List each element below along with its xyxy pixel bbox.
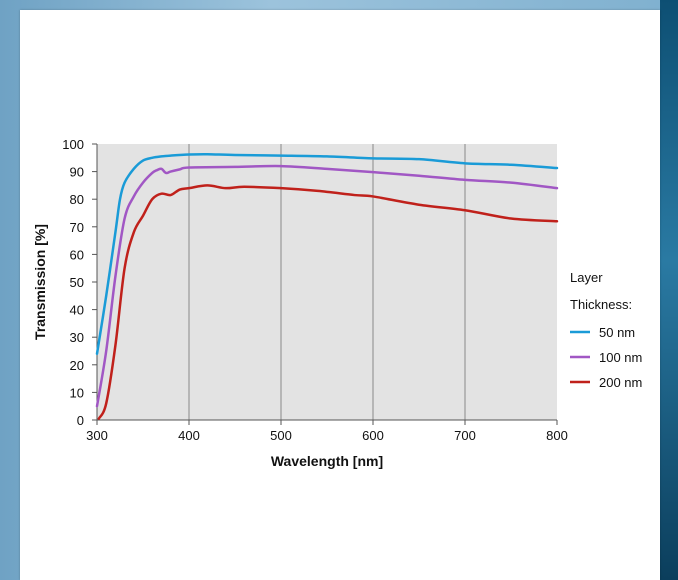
x-tick-label: 800: [546, 428, 568, 443]
legend-label: 200 nm: [599, 375, 642, 390]
x-tick-label: 400: [178, 428, 200, 443]
y-tick-label: 80: [70, 192, 84, 207]
y-tick-label: 50: [70, 275, 84, 290]
y-tick-label: 100: [62, 137, 84, 152]
y-tick-label: 10: [70, 385, 84, 400]
legend: Layer Thickness: 50 nm 100 nm 200 nm: [570, 270, 642, 390]
chart-card: 300 400 500 600 700 800 0 10 20 30 40 50 60 70 80 90 100…: [20, 10, 660, 580]
y-tick-label: 40: [70, 303, 84, 318]
plot-area: [97, 144, 557, 420]
y-tick-label: 20: [70, 358, 84, 373]
y-axis-title: Transmission [%]: [32, 224, 48, 340]
axes: 300 400 500 600 700 800 0 10 20 30 40 50 60 70 80 90 100: [62, 137, 568, 443]
x-tick-label: 500: [270, 428, 292, 443]
series-lines: [95, 152, 559, 420]
x-tick-label: 300: [86, 428, 108, 443]
legend-title-line2: Thickness:: [570, 297, 632, 312]
background-edge: [660, 0, 678, 580]
legend-label: 100 nm: [599, 350, 642, 365]
y-tick-label: 30: [70, 330, 84, 345]
x-axis-title: Wavelength [nm]: [271, 453, 383, 469]
legend-label: 50 nm: [599, 325, 635, 340]
series-line-50-nm: [95, 152, 559, 356]
y-tick-label: 90: [70, 165, 84, 180]
y-tick-label: 0: [77, 413, 84, 428]
x-tick-label: 600: [362, 428, 384, 443]
legend-title-line1: Layer: [570, 270, 603, 285]
transmission-chart: 300 400 500 600 700 800 0 10 20 30 40 50 60 70 80 90 100…: [32, 137, 642, 469]
grid: [188, 144, 466, 420]
series-line-200-nm: [97, 184, 559, 420]
series-line-100-nm: [95, 164, 559, 408]
x-tick-label: 700: [454, 428, 476, 443]
y-tick-label: 70: [70, 220, 84, 235]
y-tick-label: 60: [70, 247, 84, 262]
